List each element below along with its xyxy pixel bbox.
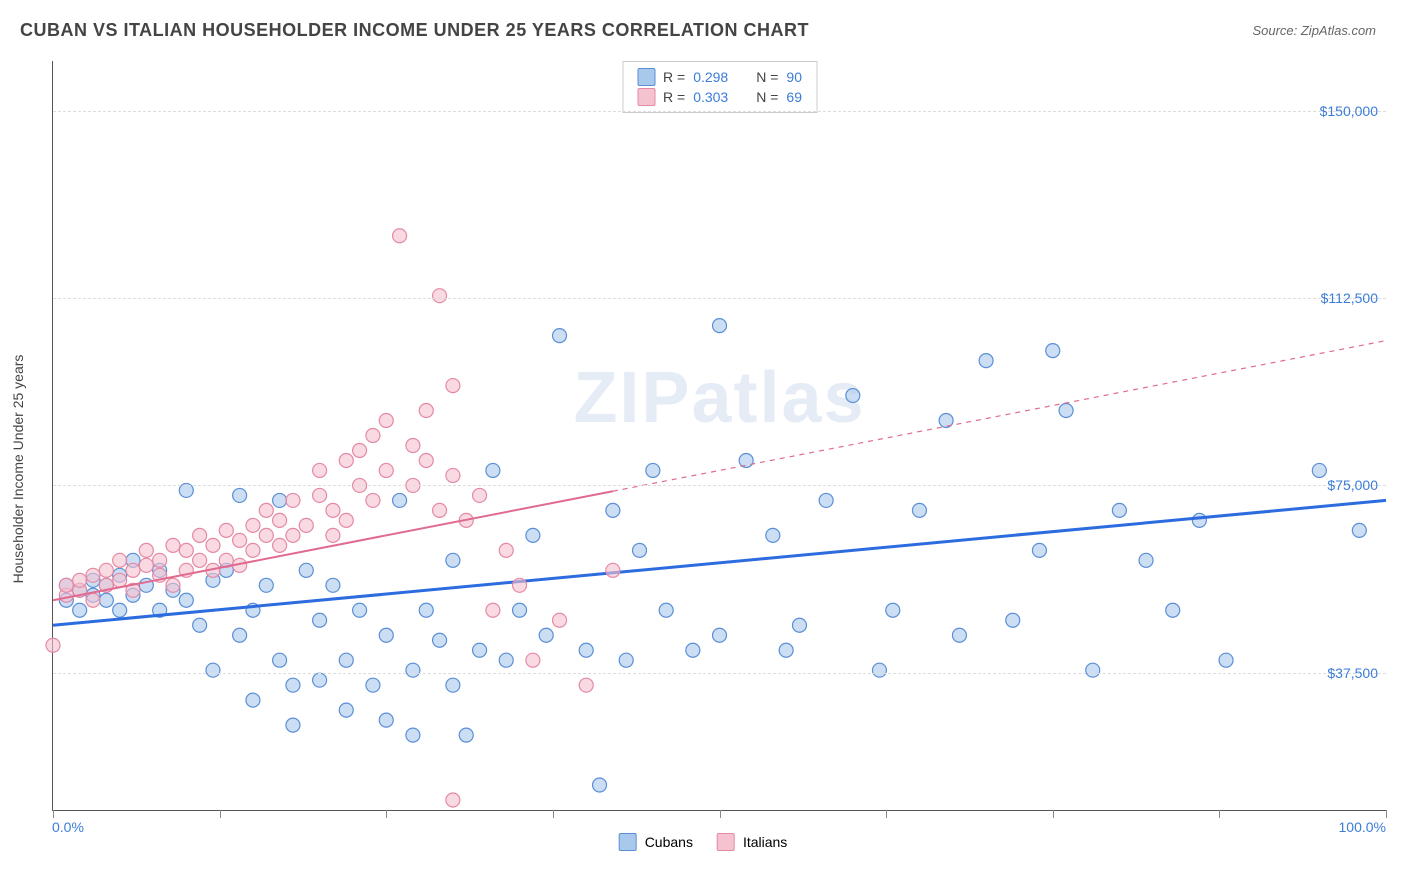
legend-item: Cubans	[619, 833, 693, 851]
series-legend: Cubans Italians	[619, 833, 788, 851]
y-tick-label: $75,000	[1327, 477, 1378, 493]
r-label: R =	[663, 89, 685, 105]
series-label: Cubans	[645, 834, 693, 850]
chart-area: Householder Income Under 25 years ZIPatl…	[0, 51, 1406, 871]
swatch-icon	[717, 833, 735, 851]
y-tick-label: $112,500	[1321, 290, 1378, 306]
series-label: Italians	[743, 834, 787, 850]
y-tick-label: $37,500	[1327, 665, 1378, 681]
correlation-legend: R = 0.298 N = 90 R = 0.303 N = 69	[622, 61, 817, 113]
y-tick-label: $150,000	[1320, 103, 1378, 119]
y-axis-label: Householder Income Under 25 years	[10, 355, 26, 584]
n-label: N =	[756, 69, 778, 85]
swatch-icon	[637, 88, 655, 106]
legend-row: R = 0.303 N = 69	[637, 88, 802, 106]
chart-source: Source: ZipAtlas.com	[1252, 23, 1376, 38]
n-value: 90	[786, 69, 802, 85]
swatch-icon	[637, 68, 655, 86]
plot-svg	[53, 61, 1386, 810]
chart-title: CUBAN VS ITALIAN HOUSEHOLDER INCOME UNDE…	[20, 20, 809, 41]
n-label: N =	[756, 89, 778, 105]
chart-header: CUBAN VS ITALIAN HOUSEHOLDER INCOME UNDE…	[0, 0, 1406, 51]
swatch-icon	[619, 833, 637, 851]
scatter-plot: ZIPatlas R = 0.298 N = 90 R = 0.303 N = …	[52, 61, 1386, 811]
legend-item: Italians	[717, 833, 787, 851]
legend-row: R = 0.298 N = 90	[637, 68, 802, 86]
r-label: R =	[663, 69, 685, 85]
r-value: 0.298	[693, 69, 728, 85]
n-value: 69	[786, 89, 802, 105]
r-value: 0.303	[693, 89, 728, 105]
x-tick-label: 100.0%	[1339, 819, 1386, 835]
x-tick-label: 0.0%	[52, 819, 84, 835]
